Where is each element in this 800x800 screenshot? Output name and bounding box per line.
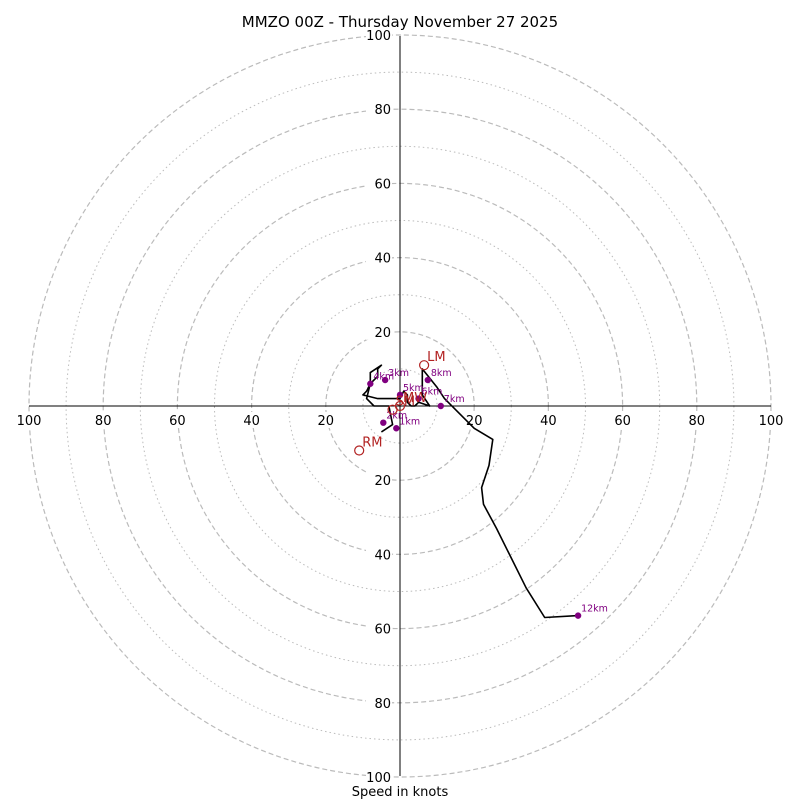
y-tick-label-top: 80 [374,103,391,118]
axes [29,36,771,776]
tick-label-bg [366,546,392,563]
tick-label-bg [609,412,636,428]
height-marker-label: 3km [388,368,409,379]
x-tick-label-right: 100 [759,414,784,429]
y-tick-label-top: 40 [374,252,391,267]
tick-label-bg [90,412,117,428]
height-marker-dot [574,612,582,619]
tick-label-bg [461,412,488,428]
storm-motion-label: LM [427,350,445,365]
height-marker-dot [424,376,432,384]
height-marker-dot [367,380,374,387]
axis-tick-labels: 100 80 60 40 20 20 40 60 80 100204060801002040608… [16,27,784,786]
storm-motion-label: RM [362,436,382,451]
height-marker-label: 8km [431,368,452,379]
x-tick-label-right: 40 [540,414,557,429]
storm-motion-marker [354,445,365,456]
height-marker-label: 2km [386,411,407,422]
tick-label-bg [758,412,784,428]
y-tick-label-top: 60 [374,177,391,192]
storm-motion-label: SM [396,395,415,410]
height-marker-dot [415,395,422,402]
y-tick-label-bottom: 20 [374,474,391,489]
tick-label-bg [16,412,42,428]
x-tick-label-left: 100 [17,414,42,429]
x-tick-label-left: 40 [243,414,260,429]
y-tick-label-bottom: 40 [374,548,391,563]
tick-label-bg [535,412,562,428]
tick-label-bg [366,101,392,118]
x-axis-label: Speed in knots [352,785,449,800]
y-tick-label-bottom: 60 [374,623,391,638]
y-tick-label-bottom: 80 [374,697,391,712]
tick-label-bg [366,175,392,192]
height-marker-label: 5km [403,383,424,394]
tick-label-bg [366,620,392,637]
storm-motion-marker [419,360,430,371]
height-marker-label: 12km [581,604,608,615]
tick-label-bg [366,27,392,43]
x-tick-label-right: 60 [614,414,631,429]
height-marker-dot [396,391,404,399]
x-tick-label-right: 80 [689,414,706,429]
height-marker-label: 1km [399,416,420,427]
tick-label-bg [366,769,392,785]
height-marker-dot [437,402,445,410]
tick-label-bg [366,323,392,340]
height-marker-dot [393,425,400,432]
x-tick-label-left: 20 [318,414,335,429]
height-marker-label: 4km [373,372,394,383]
tick-label-bg [366,694,392,711]
storm-motion-label: MW [403,391,427,406]
tick-label-bg [312,412,339,428]
height-marker-label: 6km [422,387,443,398]
hodograph-trace [362,364,579,619]
tick-label-bg [366,472,392,489]
tick-label-bg [164,412,191,428]
height-marker-dot [381,376,389,384]
height-marker-dot [380,419,387,426]
chart-title: MMZO 00Z - Thursday November 27 2025 [242,13,558,31]
x-tick-label-left: 80 [95,414,112,429]
height-marker-label: 7km [444,394,465,405]
y-tick-label-bottom: 100 [366,771,391,786]
y-tick-label-top: 100 [366,29,391,44]
tick-label-bg [238,412,265,428]
tick-label-bg [683,412,710,428]
storm-motion-marker [387,404,398,415]
y-tick-label-top: 20 [374,326,391,341]
tick-label-bg [366,249,392,266]
wind-trace-line [362,364,579,619]
x-tick-label-left: 60 [169,414,186,429]
